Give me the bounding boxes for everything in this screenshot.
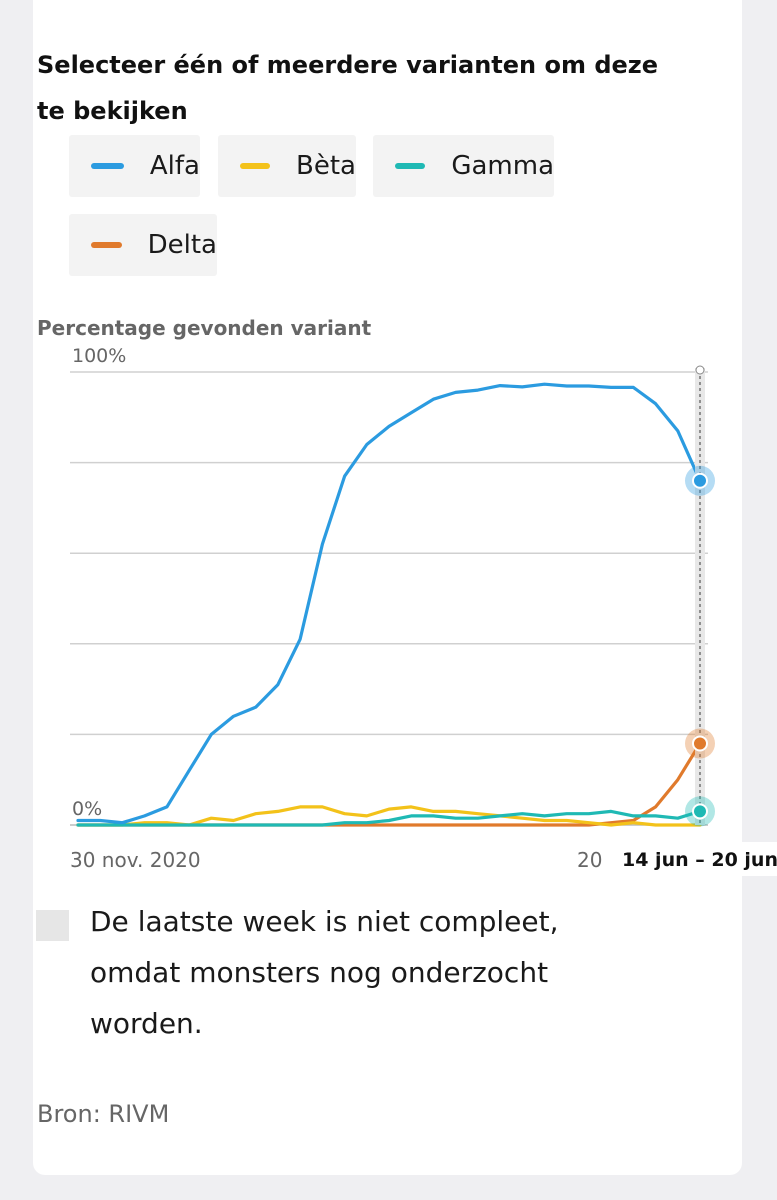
cursor-top-dot bbox=[695, 365, 705, 375]
variant-toggle-alfa[interactable]: Alfa bbox=[69, 135, 200, 197]
gamma-line-swatch bbox=[395, 163, 426, 169]
delta-line-swatch bbox=[91, 242, 122, 248]
variant-toggle-gamma[interactable]: Gamma bbox=[373, 135, 554, 197]
y-tick-label: 100% bbox=[72, 345, 126, 367]
series-line-gamma bbox=[76, 809, 702, 827]
variant-label: Alfa bbox=[149, 151, 200, 181]
x-tick-labels: 30 nov. 2020 20 14 jun – 20 jun bbox=[70, 842, 777, 876]
variant-line-chart[interactable]: 0% 100% 30 nov. 2020 20 14 jun – 20 jun bbox=[0, 0, 777, 900]
series-line-alfa bbox=[76, 382, 702, 825]
gridlines bbox=[70, 371, 708, 826]
x-tick-label: 30 nov. 2020 bbox=[70, 848, 201, 872]
series-lines bbox=[76, 382, 702, 827]
incomplete-week-swatch bbox=[36, 910, 69, 941]
variant-label: Bèta bbox=[296, 151, 356, 181]
incomplete-week-note: De laatste week is niet compleet, omdat … bbox=[90, 905, 559, 1040]
highlight-label-bg bbox=[608, 842, 777, 876]
selection-heading: Selecteer één of meerdere varianten om d… bbox=[37, 51, 659, 125]
endpoint-dot bbox=[692, 735, 708, 752]
endpoint-markers bbox=[685, 465, 715, 827]
source-label: Bron: RIVM bbox=[37, 1100, 170, 1128]
beta-line-swatch bbox=[240, 163, 271, 169]
variant-toggle-beta[interactable]: Bèta bbox=[218, 135, 356, 197]
y-tick-label: 0% bbox=[72, 798, 102, 820]
cursor-band bbox=[695, 368, 705, 825]
endpoint-dot bbox=[692, 472, 708, 489]
x-tick-label: 20 bbox=[577, 848, 602, 872]
variant-label: Gamma bbox=[451, 151, 554, 181]
alfa-line-swatch bbox=[91, 163, 124, 169]
endpoint-dot bbox=[692, 803, 708, 820]
x-highlight-label: 14 jun – 20 jun bbox=[622, 849, 777, 871]
y-axis-title: Percentage gevonden variant bbox=[37, 316, 372, 340]
variant-label: Delta bbox=[147, 230, 217, 260]
variant-toggle-delta[interactable]: Delta bbox=[69, 214, 217, 276]
y-tick-labels: 0% 100% bbox=[72, 345, 126, 820]
